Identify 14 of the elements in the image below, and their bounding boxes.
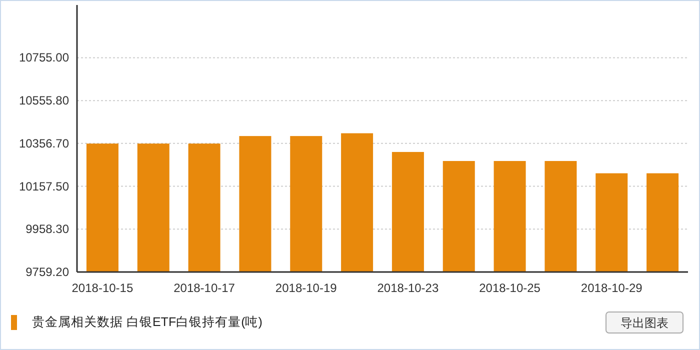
y-tick-label: 10555.80: [18, 94, 70, 108]
x-tick-label: 2018-10-23: [377, 281, 439, 295]
y-tick-label: 9759.20: [26, 265, 70, 279]
y-tick-label: 10157.50: [18, 179, 70, 194]
y-tick-label: 10356.70: [18, 136, 70, 150]
x-tick-label: 2018-10-17: [174, 281, 236, 295]
x-tick-label: 2018-10-25: [479, 281, 541, 295]
y-tick-label: 9958.30: [26, 222, 70, 236]
x-tick-label: 2018-10-19: [275, 281, 338, 295]
legend-label: 贵金属相关数据 白银ETF白银持有量(吨): [32, 315, 262, 329]
y-tick-label: 10755.00: [18, 50, 70, 65]
x-tick-label: 2018-10-29: [580, 281, 643, 295]
x-tick-label: 2018-10-15: [72, 281, 134, 295]
text: 导出图表: [620, 316, 668, 330]
